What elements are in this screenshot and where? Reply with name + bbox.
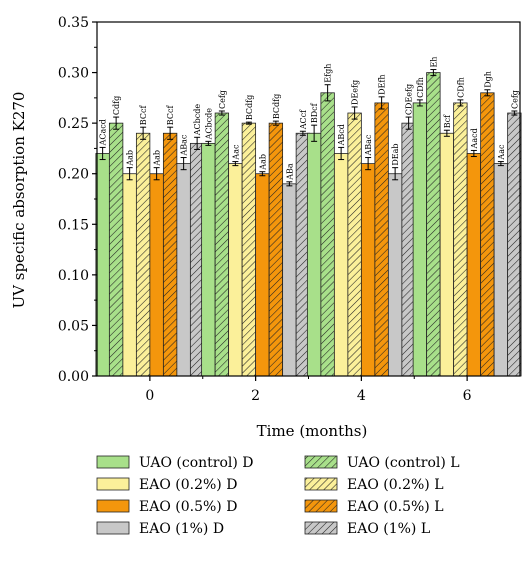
x-tick-label: 0 <box>145 388 154 404</box>
bar <box>361 164 375 376</box>
bar-label: Aac <box>497 144 506 161</box>
bar-label: ACbcde <box>193 104 202 137</box>
bars-layer: ACacd Cdfg Aab BCcf Aab BCcf ABac ACbcde ACbcde C… <box>96 57 521 376</box>
bar <box>375 103 389 376</box>
bar-label: Aab <box>258 154 267 171</box>
y-tick-label: 0.35 <box>58 15 89 31</box>
bar-label: Cefg <box>510 90 519 109</box>
legend-label: EAO (0.2%) L <box>347 477 444 493</box>
legend-swatch <box>305 478 337 490</box>
legend-swatch <box>305 500 337 512</box>
bar-label: BCcf <box>166 105 175 126</box>
bar-label: ABa <box>285 163 294 181</box>
bar-label: ACbcde <box>204 108 213 141</box>
bar-label: ACacd <box>99 119 108 146</box>
bar-label: CDEefg <box>405 84 414 115</box>
bar <box>494 164 508 376</box>
bar-label: Aacd <box>470 128 479 149</box>
legend-label: EAO (1%) L <box>347 521 430 537</box>
bar <box>242 123 256 376</box>
bar-label: CDfh <box>416 77 425 98</box>
legend-swatch <box>97 500 129 512</box>
bar <box>177 164 191 376</box>
y-tick-label: 0.25 <box>58 116 89 132</box>
bar-label: ABcd <box>337 124 346 146</box>
bar <box>283 184 297 376</box>
bar-label: Aac <box>231 144 240 161</box>
bar <box>321 93 335 376</box>
bar-label: BCcf <box>139 105 148 126</box>
y-tick-label: 0.30 <box>58 66 89 82</box>
bar <box>163 133 177 376</box>
y-tick-label: 0.10 <box>58 268 89 284</box>
bar <box>508 113 522 376</box>
bar <box>413 103 427 376</box>
bar <box>109 123 123 376</box>
x-axis-title: Time (months) <box>257 422 368 440</box>
bar-label: Aab <box>153 150 162 167</box>
bar-label: Dgh <box>483 71 492 88</box>
legend: UAO (control) D UAO (control) L EAO (0.2%)… <box>97 455 460 537</box>
bar <box>150 174 164 376</box>
legend-swatch <box>305 522 337 534</box>
bar <box>215 113 229 376</box>
bar-label: Cefg <box>218 90 227 109</box>
bar-label: BCdfg <box>245 95 254 120</box>
y-axis-title: UV specific absorption K270 <box>10 92 28 309</box>
bar <box>96 153 110 376</box>
bar-label: Efgh <box>324 64 333 83</box>
x-tick-label: 2 <box>251 388 260 404</box>
y-tick-label: 0.05 <box>58 318 89 334</box>
bar <box>202 143 216 376</box>
bar-label: Bcf <box>443 114 452 128</box>
x-tick-label: 4 <box>357 388 366 404</box>
bar <box>348 113 362 376</box>
bar <box>269 123 283 376</box>
y-tick-label: 0.20 <box>58 167 89 183</box>
bar-label: BCdfg <box>272 94 281 119</box>
bar-label: Eh <box>429 57 438 68</box>
legend-label: EAO (0.5%) D <box>139 499 237 515</box>
bar <box>136 133 150 376</box>
legend-swatch <box>97 456 129 468</box>
bar-label: CDfh <box>456 77 465 98</box>
bar-label: Aab <box>126 150 135 167</box>
bar-label: DEab <box>391 143 400 165</box>
bar <box>454 103 468 376</box>
bar-label: DEefg <box>351 80 360 105</box>
x-tick-label: 6 <box>463 388 472 404</box>
legend-swatch <box>305 456 337 468</box>
y-tick-label: 0.15 <box>58 217 89 233</box>
bar-label: Cdfg <box>112 96 121 115</box>
bar-label: ACcf <box>299 109 308 130</box>
legend-swatch <box>97 478 129 490</box>
legend-label: EAO (0.2%) D <box>139 477 237 493</box>
bar <box>229 164 243 376</box>
bar <box>388 174 402 376</box>
bar-label: DEfh <box>378 74 387 94</box>
bar <box>427 73 441 376</box>
bar <box>481 93 495 376</box>
bar-label: BDcf <box>310 102 319 123</box>
bar <box>467 153 481 376</box>
bar <box>440 133 454 376</box>
bar <box>334 153 348 376</box>
bar-label: ABac <box>364 134 373 156</box>
legend-label: EAO (1%) D <box>139 521 224 537</box>
legend-label: UAO (control) D <box>139 455 254 471</box>
y-tick-label: 0.00 <box>58 369 89 385</box>
bar <box>307 133 321 376</box>
bar <box>123 174 137 376</box>
legend-label: EAO (0.5%) L <box>347 499 444 515</box>
legend-swatch <box>97 522 129 534</box>
bar <box>256 174 270 376</box>
legend-label: UAO (control) L <box>347 455 460 471</box>
bar-label: ABac <box>180 134 189 156</box>
